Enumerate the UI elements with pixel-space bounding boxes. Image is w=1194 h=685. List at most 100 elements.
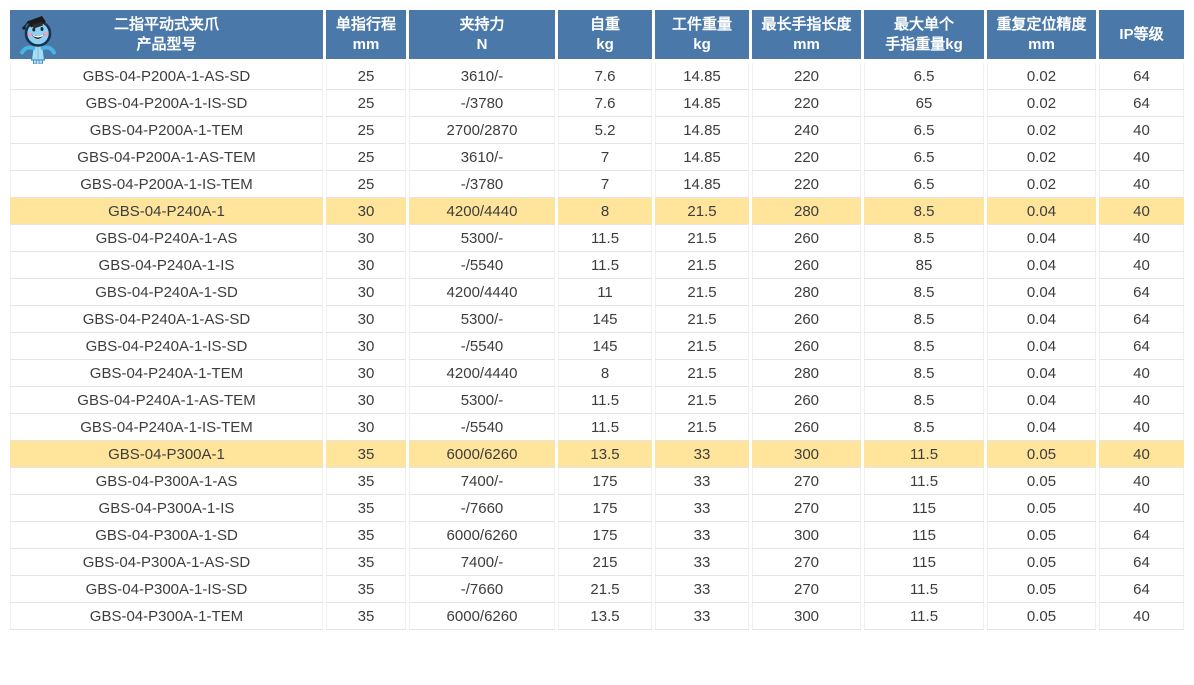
model-cell: GBS-04-P200A-1-AS-SD — [10, 63, 323, 90]
value-cell: 65 — [864, 90, 984, 117]
value-cell: 64 — [1099, 279, 1184, 306]
value-cell: -/7660 — [409, 576, 555, 603]
model-cell: GBS-04-P240A-1-TEM — [10, 360, 323, 387]
column-header-repeatability: 重复定位精度 mm — [987, 10, 1096, 63]
value-cell: 64 — [1099, 549, 1184, 576]
value-cell: 13.5 — [558, 441, 652, 468]
value-cell: 35 — [326, 441, 406, 468]
value-cell: 270 — [752, 576, 861, 603]
value-cell: 7 — [558, 171, 652, 198]
value-cell: 115 — [864, 549, 984, 576]
value-cell: 260 — [752, 387, 861, 414]
column-header-stroke: 单指行程 mm — [326, 10, 406, 63]
value-cell: 115 — [864, 495, 984, 522]
value-cell: 30 — [326, 252, 406, 279]
table-row: GBS-04-P240A-1-IS-TEM 30 -/5540 11.5 21.5 260… — [10, 414, 1184, 441]
value-cell: 5300/- — [409, 306, 555, 333]
value-cell: 11.5 — [558, 252, 652, 279]
value-cell: 64 — [1099, 306, 1184, 333]
value-cell: 25 — [326, 63, 406, 90]
value-cell: 64 — [1099, 63, 1184, 90]
value-cell: 280 — [752, 279, 861, 306]
value-cell: 64 — [1099, 576, 1184, 603]
value-cell: 220 — [752, 144, 861, 171]
value-cell: 13.5 — [558, 603, 652, 630]
value-cell: 0.05 — [987, 468, 1096, 495]
model-cell: GBS-04-P240A-1-AS-SD — [10, 306, 323, 333]
value-cell: 0.02 — [987, 117, 1096, 144]
model-cell: GBS-04-P240A-1-AS — [10, 225, 323, 252]
model-cell: GBS-04-P200A-1-IS-TEM — [10, 171, 323, 198]
column-header-max-finger-weight: 最大单个 手指重量kg — [864, 10, 984, 63]
value-cell: 14.85 — [655, 144, 749, 171]
value-cell: 300 — [752, 441, 861, 468]
value-cell: 3610/- — [409, 63, 555, 90]
value-cell: 145 — [558, 333, 652, 360]
value-cell: 8.5 — [864, 414, 984, 441]
value-cell: -/5540 — [409, 333, 555, 360]
value-cell: 21.5 — [655, 414, 749, 441]
table-row: GBS-04-P300A-1-AS-SD 35 7400/- 215 33 270 115 0… — [10, 549, 1184, 576]
value-cell: 25 — [326, 117, 406, 144]
value-cell: 8 — [558, 198, 652, 225]
value-cell: 0.04 — [987, 279, 1096, 306]
value-cell: 21.5 — [655, 333, 749, 360]
value-cell: 0.04 — [987, 198, 1096, 225]
value-cell: 7.6 — [558, 90, 652, 117]
value-cell: 21.5 — [558, 576, 652, 603]
value-cell: 6000/6260 — [409, 522, 555, 549]
mascot-graduate-icon — [15, 12, 61, 65]
table-row: GBS-04-P240A-1-TEM 30 4200/4440 8 21.5 280 8.5… — [10, 360, 1184, 387]
header-line1: 二指平动式夹爪 — [113, 15, 219, 33]
column-header-self-weight: 自重 kg — [558, 10, 652, 63]
table-row: GBS-04-P300A-1-AS 35 7400/- 175 33 270 11.5 0.0… — [10, 468, 1184, 495]
value-cell: 33 — [655, 468, 749, 495]
value-cell: 21.5 — [655, 279, 749, 306]
value-cell: 7 — [558, 144, 652, 171]
table-row: GBS-04-P200A-1-IS-TEM 25 -/3780 7 14.85 220 6.… — [10, 171, 1184, 198]
table-row: GBS-04-P240A-1-SD 30 4200/4440 11 21.5 280 8.5… — [10, 279, 1184, 306]
table-header: 二指平动式夹爪 产品型号 单指行程 mm 夹持力 N 自重 kg 工件重量 — [10, 10, 1184, 65]
table-row: GBS-04-P200A-1-TEM 25 2700/2870 5.2 14.85 240… — [10, 117, 1184, 144]
value-cell: 280 — [752, 360, 861, 387]
value-cell: 8.5 — [864, 279, 984, 306]
value-cell: 21.5 — [655, 198, 749, 225]
value-cell: 33 — [655, 603, 749, 630]
model-cell: GBS-04-P240A-1 — [10, 198, 323, 225]
value-cell: 270 — [752, 549, 861, 576]
value-cell: 40 — [1099, 441, 1184, 468]
value-cell: 30 — [326, 387, 406, 414]
value-cell: 220 — [752, 90, 861, 117]
value-cell: 8.5 — [864, 306, 984, 333]
value-cell: 25 — [326, 171, 406, 198]
value-cell: 8.5 — [864, 225, 984, 252]
table-row: GBS-04-P300A-1-IS-SD 35 -/7660 21.5 33 270 11.… — [10, 576, 1184, 603]
column-header-max-finger-length: 最长手指长度 mm — [752, 10, 861, 63]
value-cell: 30 — [326, 279, 406, 306]
table-row: GBS-04-P240A-1-AS 30 5300/- 11.5 21.5 260 8.5 0… — [10, 225, 1184, 252]
value-cell: 5.2 — [558, 117, 652, 144]
value-cell: 0.04 — [987, 252, 1096, 279]
column-header-ip-rating: IP等级 — [1099, 10, 1184, 63]
table-row: GBS-04-P300A-1-IS 35 -/7660 175 33 270 115 0.05… — [10, 495, 1184, 522]
table-row: GBS-04-P240A-1-IS 30 -/5540 11.5 21.5 260 85 0.… — [10, 252, 1184, 279]
table-row: GBS-04-P200A-1-AS-SD 25 3610/- 7.6 14.85 220 6… — [10, 63, 1184, 90]
value-cell: 35 — [326, 549, 406, 576]
model-cell: GBS-04-P300A-1-TEM — [10, 603, 323, 630]
value-cell: 7400/- — [409, 468, 555, 495]
table-row: GBS-04-P240A-1-AS-TEM 30 5300/- 11.5 21.5 260… — [10, 387, 1184, 414]
column-header-workpiece-weight: 工件重量 kg — [655, 10, 749, 63]
value-cell: 0.05 — [987, 522, 1096, 549]
table-row: GBS-04-P200A-1-AS-TEM 25 3610/- 7 14.85 220 6.… — [10, 144, 1184, 171]
value-cell: -/5540 — [409, 252, 555, 279]
value-cell: 6.5 — [864, 63, 984, 90]
value-cell: 6.5 — [864, 144, 984, 171]
value-cell: 30 — [326, 414, 406, 441]
value-cell: 14.85 — [655, 63, 749, 90]
value-cell: 11 — [558, 279, 652, 306]
model-cell: GBS-04-P240A-1-AS-TEM — [10, 387, 323, 414]
value-cell: -/3780 — [409, 90, 555, 117]
value-cell: 8.5 — [864, 198, 984, 225]
value-cell: 40 — [1099, 468, 1184, 495]
